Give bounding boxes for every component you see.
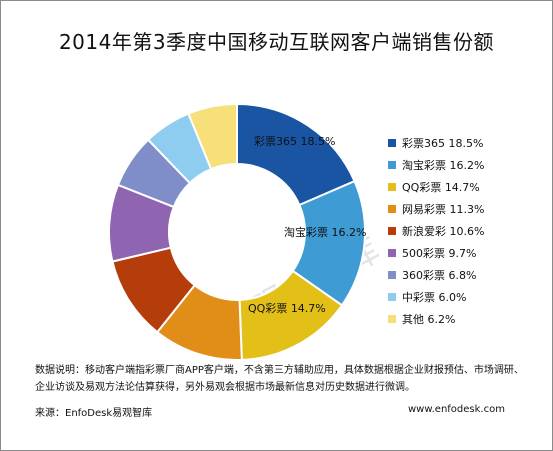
donut-slice-9 xyxy=(187,102,238,171)
legend-swatch xyxy=(388,227,396,235)
legend-item: 新浪爱彩 10.6% xyxy=(388,220,484,242)
slice-label-1: 彩票365 18.5% xyxy=(254,135,335,148)
legend-swatch xyxy=(388,183,396,191)
slice-label-3: QQ彩票 14.7% xyxy=(248,302,326,315)
data-note: 数据说明：移动客户端指彩票厂商APP客户端，不含第三方辅助应用，具体数据根据企业… xyxy=(35,365,524,393)
slice-label-2: 淘宝彩票 16.2% xyxy=(284,225,366,239)
source-text: 来源：EnfoDesk易观智库 xyxy=(35,408,153,419)
legend-item: 淘宝彩票 16.2% xyxy=(388,154,484,176)
legend-swatch xyxy=(388,205,396,213)
legend-item: QQ彩票 14.7% xyxy=(388,176,484,198)
legend-label: 中彩票 6.0% xyxy=(402,291,467,304)
legend-label: 新浪爱彩 10.6% xyxy=(402,225,485,238)
legend-swatch xyxy=(388,161,396,169)
legend-label: 500彩票 9.7% xyxy=(402,247,477,260)
legend-label: 彩票365 18.5% xyxy=(402,137,484,150)
legend-item: 其他 6.2% xyxy=(388,308,484,330)
legend-label: QQ彩票 14.7% xyxy=(402,181,480,194)
legend-swatch xyxy=(388,315,396,323)
legend-item: 彩票365 18.5% xyxy=(388,132,484,154)
legend-item: 360彩票 6.8% xyxy=(388,264,484,286)
chart-legend: 彩票365 18.5% 淘宝彩票 16.2% QQ彩票 14.7% 网易彩票 11.3… xyxy=(388,132,484,330)
legend-label: 其他 6.2% xyxy=(402,313,456,326)
legend-swatch xyxy=(388,249,396,257)
legend-item: 500彩票 9.7% xyxy=(388,242,484,264)
legend-swatch xyxy=(388,271,396,279)
legend-swatch xyxy=(388,293,396,301)
legend-label: 淘宝彩票 16.2% xyxy=(402,159,485,172)
chart-title: 2014年第3季度中国移动互联网客户端销售份额 xyxy=(58,30,495,54)
legend-swatch xyxy=(388,139,396,147)
legend-item: 中彩票 6.0% xyxy=(388,286,484,308)
source-url: www.enfodesk.com xyxy=(408,404,505,415)
legend-item: 网易彩票 11.3% xyxy=(388,198,484,220)
legend-label: 网易彩票 11.3% xyxy=(402,203,485,216)
legend-label: 360彩票 6.8% xyxy=(402,269,477,282)
